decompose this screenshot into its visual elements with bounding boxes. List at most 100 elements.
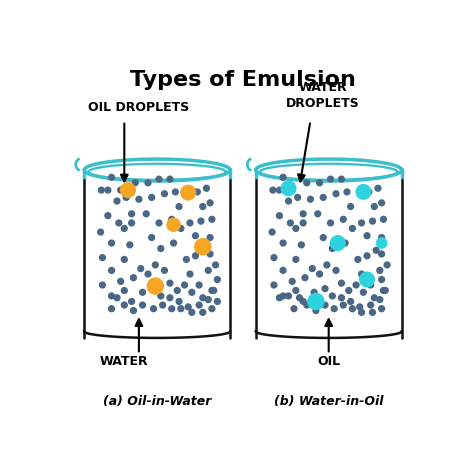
Circle shape	[178, 226, 184, 231]
Circle shape	[366, 189, 372, 195]
Text: (a) Oil-in-Water: (a) Oil-in-Water	[103, 395, 211, 408]
Circle shape	[280, 240, 286, 246]
Circle shape	[353, 282, 359, 288]
Circle shape	[183, 256, 189, 263]
Circle shape	[329, 293, 335, 299]
Circle shape	[340, 302, 346, 308]
Circle shape	[160, 302, 165, 308]
Circle shape	[143, 211, 149, 217]
Circle shape	[349, 306, 356, 311]
Circle shape	[276, 295, 283, 301]
Circle shape	[289, 278, 295, 284]
Circle shape	[297, 295, 302, 301]
Circle shape	[176, 204, 182, 210]
Circle shape	[167, 218, 180, 231]
Circle shape	[291, 306, 297, 311]
Circle shape	[276, 187, 283, 193]
Circle shape	[293, 226, 299, 231]
Circle shape	[293, 256, 299, 263]
Circle shape	[370, 218, 375, 224]
Circle shape	[347, 299, 354, 304]
Circle shape	[308, 196, 313, 202]
Circle shape	[315, 211, 321, 217]
Circle shape	[167, 280, 173, 286]
Circle shape	[185, 304, 191, 310]
Circle shape	[338, 176, 345, 182]
Circle shape	[145, 180, 151, 186]
Circle shape	[304, 302, 310, 308]
Circle shape	[181, 185, 195, 200]
Circle shape	[100, 282, 105, 288]
Circle shape	[373, 247, 379, 253]
Circle shape	[300, 211, 306, 217]
Circle shape	[356, 185, 371, 199]
Circle shape	[320, 194, 326, 201]
Circle shape	[329, 246, 335, 251]
Text: (b) Water-in-Oil: (b) Water-in-Oil	[274, 395, 383, 408]
Circle shape	[209, 216, 215, 222]
Circle shape	[213, 262, 219, 268]
Circle shape	[359, 220, 365, 226]
Circle shape	[169, 216, 175, 222]
Circle shape	[271, 282, 277, 288]
Circle shape	[340, 216, 346, 222]
Circle shape	[338, 280, 345, 286]
Circle shape	[194, 189, 200, 195]
Circle shape	[333, 191, 339, 197]
Circle shape	[207, 251, 213, 257]
Circle shape	[162, 267, 167, 273]
Circle shape	[287, 220, 293, 226]
Circle shape	[364, 253, 370, 259]
Text: Types of Emulsion: Types of Emulsion	[130, 70, 356, 90]
Circle shape	[192, 253, 199, 259]
Circle shape	[200, 204, 206, 210]
Circle shape	[379, 235, 384, 240]
Circle shape	[211, 288, 217, 293]
Circle shape	[207, 235, 213, 240]
Circle shape	[270, 187, 276, 193]
Circle shape	[360, 272, 374, 287]
Circle shape	[121, 256, 127, 263]
Circle shape	[214, 277, 220, 283]
Circle shape	[271, 255, 277, 261]
Circle shape	[123, 194, 129, 201]
Circle shape	[121, 226, 127, 231]
Circle shape	[207, 200, 213, 206]
Circle shape	[140, 289, 146, 295]
Circle shape	[379, 306, 384, 311]
Text: WATER
DROPLETS: WATER DROPLETS	[286, 81, 360, 109]
Circle shape	[151, 286, 156, 292]
Circle shape	[130, 308, 137, 313]
Circle shape	[118, 187, 124, 193]
Circle shape	[379, 251, 384, 257]
Circle shape	[281, 181, 296, 196]
Circle shape	[114, 198, 120, 204]
Circle shape	[359, 310, 365, 315]
Circle shape	[198, 218, 204, 224]
Circle shape	[156, 220, 162, 226]
Circle shape	[328, 176, 333, 182]
Circle shape	[379, 200, 384, 206]
Circle shape	[280, 293, 286, 299]
Circle shape	[130, 275, 137, 281]
Circle shape	[330, 236, 345, 250]
Circle shape	[322, 286, 328, 292]
Circle shape	[176, 299, 182, 304]
Circle shape	[140, 302, 146, 308]
Circle shape	[293, 288, 299, 293]
Circle shape	[136, 196, 142, 202]
Circle shape	[195, 238, 211, 255]
Circle shape	[109, 306, 114, 311]
Circle shape	[200, 310, 206, 315]
Circle shape	[295, 194, 301, 201]
Circle shape	[149, 235, 155, 240]
Circle shape	[153, 262, 158, 268]
Circle shape	[109, 174, 114, 180]
Circle shape	[311, 289, 317, 295]
Circle shape	[167, 176, 173, 182]
Circle shape	[324, 262, 330, 268]
Circle shape	[381, 288, 386, 293]
Circle shape	[118, 278, 124, 284]
Circle shape	[333, 267, 339, 273]
Circle shape	[368, 302, 374, 308]
